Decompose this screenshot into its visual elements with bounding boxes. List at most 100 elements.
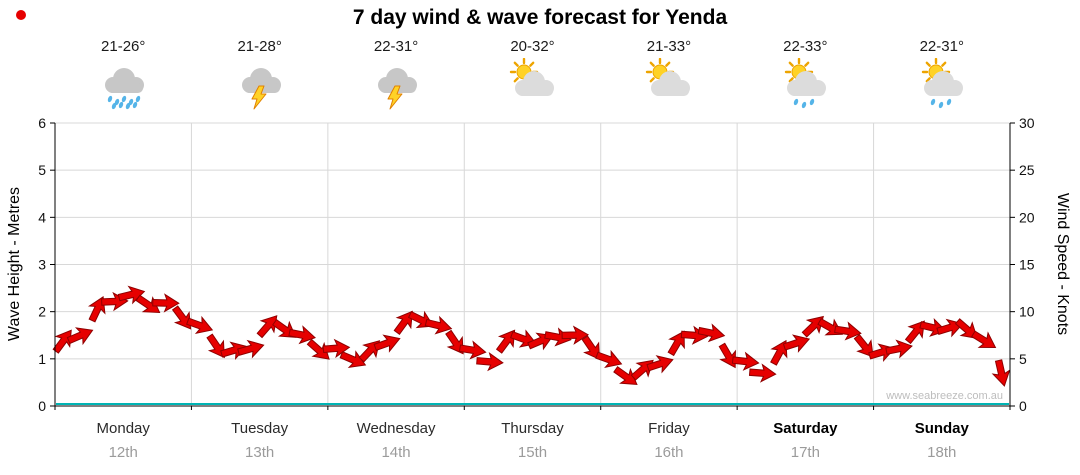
wind-arrow [853,333,874,358]
sun-cloud-icon [645,58,690,96]
left-tick-label: 1 [38,351,46,367]
sun-ray [940,61,947,67]
sun-ray [649,61,655,67]
date-label: 15th [517,444,548,461]
right-tick-label: 25 [1019,162,1035,178]
wind-arrow [667,330,685,357]
raindrop [112,102,117,110]
right-tick-label: 15 [1019,257,1035,273]
wind-arrow [476,351,504,372]
wind-arrow [613,366,638,386]
wind-arrow [306,338,330,360]
cloud [925,86,962,96]
day-label: Wednesday [356,420,436,437]
sun-shower-icon [921,58,963,109]
cloud [652,86,689,96]
sun-ray [665,61,671,67]
raindrop [133,101,138,109]
sun-shower-icon [785,58,827,109]
raindrop [126,102,131,110]
watermark: www.seabreeze.com.au [886,390,1003,402]
date-label: 13th [245,444,275,461]
raindrop [136,95,141,103]
cloud [107,83,144,93]
wind-arrow [458,340,487,360]
raindrop [119,101,124,109]
temperature-range: 22-31° [919,38,964,55]
lightning-bolt [251,85,267,110]
storm-icon [378,68,418,110]
wind-arrow [885,339,913,359]
day-label: Tuesday [231,420,289,437]
left-tick-label: 3 [38,257,46,273]
sun-ray [513,61,519,67]
right-tick-label: 20 [1019,209,1035,225]
raindrop [810,98,815,106]
wind-arrow [495,329,516,354]
wind-arrow [581,335,601,361]
raindrop [794,98,799,106]
wind-arrow [237,339,265,359]
wind-arrow [904,320,925,345]
wind-arrow [680,325,709,345]
raindrop [129,98,134,106]
left-tick-label: 6 [38,115,46,131]
raindrop [938,101,943,109]
day-label: Friday [648,420,690,437]
temperature-range: 22-33° [783,38,828,55]
temperature-range: 21-33° [646,38,692,55]
raindrop [122,95,127,103]
temperature-range: 22-31° [373,38,419,55]
wind-arrow [373,334,401,353]
wind-arrow [393,310,413,335]
sun-ray [649,77,655,83]
raindrop [930,98,935,106]
wind-arrow [595,349,623,369]
cloud [516,86,553,96]
wind-arrow [339,350,367,369]
day-label: Sunday [914,420,969,437]
sun-ray [788,61,795,67]
wind-arrow [445,329,464,355]
day-label: Thursday [501,420,564,437]
lightning-bolt [387,85,403,110]
date-label: 17th [790,444,820,461]
wind-arrow [87,296,106,323]
left-tick-label: 4 [38,209,46,225]
wind-arrow [991,359,1011,387]
raindrop [802,101,807,109]
wind-arrow [544,327,572,347]
wind-arrow [171,305,192,330]
right-tick-label: 0 [1019,398,1027,414]
sun-ray [513,77,519,83]
wind-arrow [206,333,225,359]
wind-arrow [834,321,862,341]
left-tick-label: 2 [38,304,46,320]
wind-arrow [424,315,453,335]
rain-icon [105,68,145,110]
raindrop [108,95,113,103]
raindrop [115,98,120,106]
wind-arrow [101,291,129,312]
wind-arrow [561,325,590,345]
temperature-range: 21-28° [237,38,282,55]
raindrop [946,98,951,106]
wind-arrow [718,342,736,369]
date-label: 12th [108,444,138,461]
sun-ray [528,61,534,67]
wind-arrow [954,318,978,339]
wind-arrow [186,315,214,335]
wind-arrow [782,334,811,353]
temperature-range: 21-26° [101,38,146,55]
page-title: 7 day wind & wave forecast for Yenda [352,6,728,29]
date-label: 18th [927,444,957,461]
left-tick-label: 0 [38,398,46,414]
wind-arrow [646,355,674,374]
red-dot [16,10,26,20]
right-tick-label: 5 [1019,351,1027,367]
wind-arrow [288,325,316,345]
cloud [789,86,826,96]
wind-arrow [748,363,777,383]
